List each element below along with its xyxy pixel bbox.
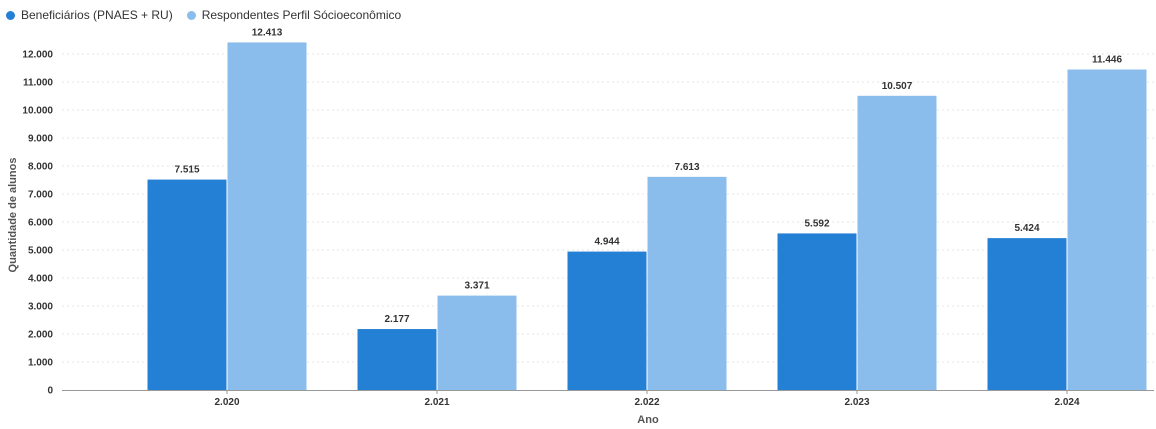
bar[interactable] bbox=[147, 179, 227, 390]
y-tick-label: 2.000 bbox=[28, 330, 53, 341]
y-tick-label: 6.000 bbox=[28, 218, 53, 229]
y-axis-title: Quantidade de alunos bbox=[7, 158, 19, 273]
bar[interactable] bbox=[777, 233, 857, 390]
data-label: 2.177 bbox=[384, 314, 409, 325]
data-label: 7.515 bbox=[174, 165, 199, 176]
y-tick-label: 0 bbox=[47, 386, 53, 397]
bar[interactable] bbox=[647, 176, 727, 390]
y-tick-label: 3.000 bbox=[28, 302, 53, 313]
x-tick-label: 2.021 bbox=[424, 397, 449, 408]
data-label: 12.413 bbox=[252, 27, 283, 38]
data-label: 4.944 bbox=[594, 237, 619, 248]
legend-item-respondentes[interactable]: Respondentes Perfil Sócioeconômico bbox=[186, 8, 402, 22]
data-label: 5.424 bbox=[1014, 223, 1039, 234]
y-tick-label: 8.000 bbox=[28, 162, 53, 173]
x-tick-label: 2.024 bbox=[1054, 397, 1079, 408]
y-tick-label: 9.000 bbox=[28, 134, 53, 145]
y-axis-ticks: 0 1.000 2.000 3.000 4.000 5.000 6.000 7.000 8.00… bbox=[22, 50, 53, 397]
x-tick-label: 2.023 bbox=[844, 397, 869, 408]
bar[interactable] bbox=[357, 329, 437, 390]
legend-label: Beneficiários (PNAES + RU) bbox=[21, 8, 173, 22]
y-tick-label: 4.000 bbox=[28, 274, 53, 285]
x-axis-ticks: 2.020 2.021 2.022 2.023 2.024 bbox=[214, 390, 1080, 408]
y-tick-label: 7.000 bbox=[28, 190, 53, 201]
data-label: 10.507 bbox=[882, 81, 913, 92]
bar[interactable] bbox=[567, 251, 647, 390]
y-tick-label: 12.000 bbox=[22, 50, 53, 61]
y-tick-label: 11.000 bbox=[23, 78, 53, 89]
x-axis-title: Ano bbox=[637, 414, 659, 426]
x-tick-label: 2.022 bbox=[634, 397, 659, 408]
y-tick-label: 1.000 bbox=[28, 358, 53, 369]
data-label: 5.592 bbox=[804, 218, 829, 229]
legend-item-beneficiarios[interactable]: Beneficiários (PNAES + RU) bbox=[6, 8, 173, 22]
bar[interactable] bbox=[1067, 69, 1147, 391]
legend-marker-icon bbox=[186, 10, 196, 20]
chart-legend: Beneficiários (PNAES + RU) Respondentes … bbox=[6, 8, 401, 22]
y-tick-label: 10.000 bbox=[22, 106, 53, 117]
bar[interactable] bbox=[857, 95, 937, 390]
data-label: 11.446 bbox=[1092, 55, 1122, 66]
legend-label: Respondentes Perfil Sócioeconômico bbox=[201, 8, 402, 22]
bar[interactable] bbox=[227, 42, 307, 390]
x-tick-label: 2.020 bbox=[214, 397, 239, 408]
bar[interactable] bbox=[987, 238, 1067, 390]
y-tick-label: 5.000 bbox=[28, 246, 53, 257]
data-label: 7.613 bbox=[674, 162, 699, 173]
bar[interactable] bbox=[437, 295, 517, 390]
data-label: 3.371 bbox=[464, 281, 489, 292]
legend-marker-icon bbox=[6, 10, 15, 20]
bars: 7.515 12.413 2.177 3.371 4.944 7.613 5.592 10.5… bbox=[147, 27, 1147, 391]
